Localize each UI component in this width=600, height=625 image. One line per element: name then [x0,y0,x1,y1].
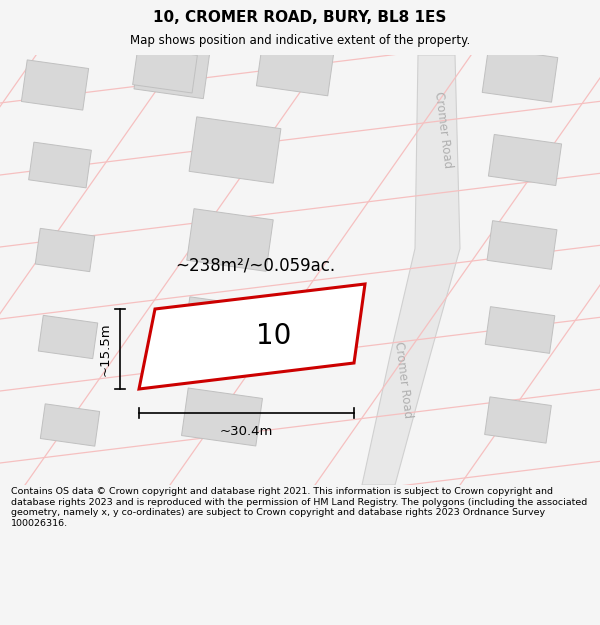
Polygon shape [139,284,365,389]
Text: 10, CROMER ROAD, BURY, BL8 1ES: 10, CROMER ROAD, BURY, BL8 1ES [154,10,446,25]
Text: ~238m²/~0.059ac.: ~238m²/~0.059ac. [175,256,335,274]
Text: ~15.5m: ~15.5m [99,322,112,376]
Polygon shape [362,55,460,485]
Polygon shape [22,60,89,110]
Polygon shape [29,142,91,188]
Text: Cromer Road: Cromer Road [432,91,454,169]
Text: 10: 10 [256,322,291,350]
Text: Contains OS data © Crown copyright and database right 2021. This information is : Contains OS data © Crown copyright and d… [11,488,587,528]
Polygon shape [40,404,100,446]
Polygon shape [134,41,210,99]
Text: Map shows position and indicative extent of the property.: Map shows position and indicative extent… [130,34,470,47]
Polygon shape [487,221,557,269]
Polygon shape [482,48,558,102]
Polygon shape [133,47,197,93]
Polygon shape [485,307,555,353]
Polygon shape [189,117,281,183]
Text: ~30.4m: ~30.4m [220,425,273,438]
Polygon shape [485,397,551,443]
Polygon shape [35,228,95,272]
Text: Cromer Road: Cromer Road [392,341,414,419]
Polygon shape [187,209,273,271]
Polygon shape [256,44,334,96]
Polygon shape [182,388,262,446]
Polygon shape [38,316,98,359]
Polygon shape [488,134,562,186]
Polygon shape [183,297,267,357]
